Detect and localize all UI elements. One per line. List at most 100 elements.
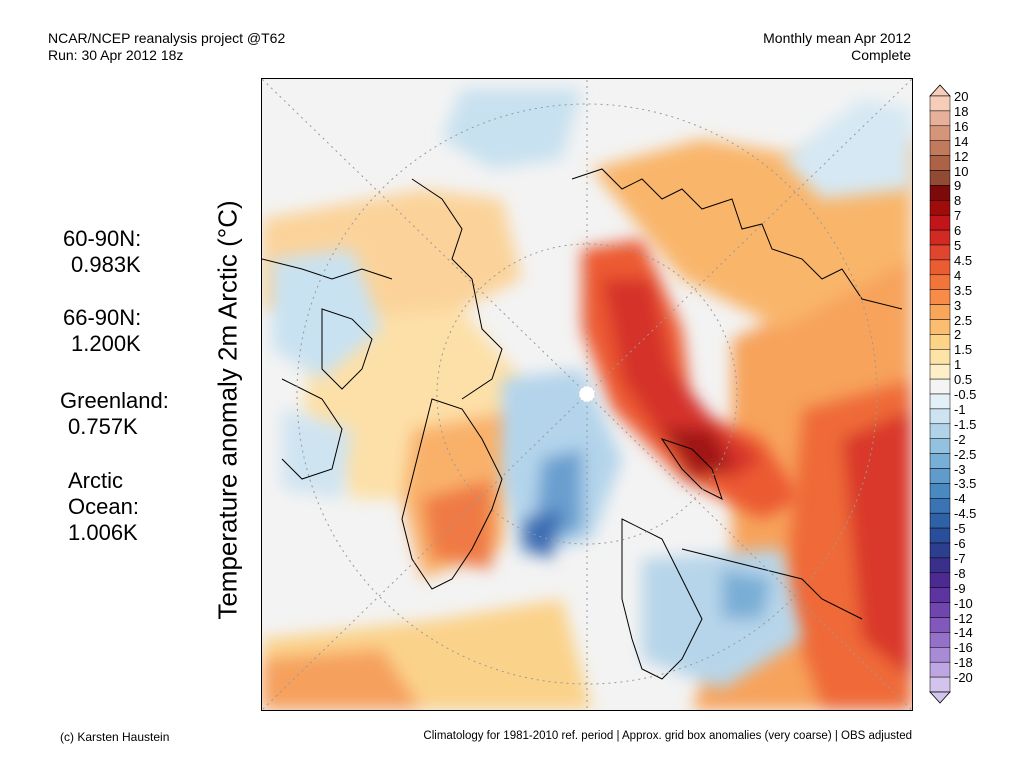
colorbar-tick-label: 4.5 (954, 252, 973, 268)
stat-60-90n: 60-90N: 0.983K (63, 226, 141, 278)
colorbar-tick-label: 6 (954, 223, 962, 239)
colorbar-swatch (929, 244, 951, 261)
colorbar-swatch (929, 95, 951, 112)
colorbar-swatch (929, 438, 951, 454)
colorbar-swatch (929, 468, 951, 484)
stat-label: Arctic (68, 468, 123, 493)
colorbar-swatch (929, 229, 951, 246)
colorbar-swatch (929, 647, 951, 663)
colorbar-swatch (929, 378, 951, 395)
colorbar-tick-label: -1 (954, 401, 966, 417)
colorbar-swatch (929, 572, 951, 588)
footnote-text: Climatology for 1981-2010 ref. period | … (423, 730, 912, 742)
colorbar-tick-label: 3.5 (954, 282, 973, 298)
colorbar-swatch (929, 304, 951, 320)
colorbar-tick-label: 1.5 (954, 342, 973, 358)
y-axis-label: Temperature anomaly 2m Arctic (°C) (212, 200, 243, 620)
stat-arctic-ocean: Arctic Ocean: 1.006K (68, 468, 139, 546)
colorbar-tick-label: -10 (954, 595, 973, 611)
colorbar-swatch (929, 483, 951, 499)
stat-value: 0.983K (71, 252, 141, 277)
colorbar-swatch (929, 527, 951, 544)
stat-label: Greenland: (60, 388, 169, 413)
colorbar-tick-label: -1.5 (954, 416, 977, 432)
period-title: Monthly mean Apr 2012 (763, 30, 911, 46)
colorbar-swatch (929, 602, 951, 618)
colorbar-tick-label: 14 (954, 133, 969, 149)
colorbar-tick-label: -6 (954, 536, 966, 551)
colorbar-tick-label: -3.5 (954, 476, 977, 492)
colorbar-swatch (929, 170, 951, 186)
colorbar-swatch (929, 349, 951, 365)
colorbar-swatch (929, 185, 951, 201)
colorbar-tick-label: -2 (954, 431, 966, 447)
colorbar-swatch (929, 453, 951, 469)
colorbar-bottom-arrow (929, 691, 951, 704)
colorbar-tick-label: -14 (954, 625, 973, 641)
stat-66-90n: 66-90N: 1.200K (63, 305, 141, 357)
colorbar-swatch (929, 125, 951, 141)
colorbar (929, 84, 951, 704)
colorbar-tick-label: 1 (954, 357, 962, 373)
colorbar-swatch (929, 498, 951, 514)
colorbar-tick-label: -9 (954, 580, 966, 596)
colorbar-swatch (929, 259, 951, 276)
stat-label: 66-90N: (63, 305, 142, 330)
colorbar-top-arrow (929, 84, 951, 97)
colorbar-tick-label: -5 (954, 521, 966, 537)
colorbar-tick-label: 5 (954, 238, 962, 253)
colorbar-swatch (929, 557, 951, 574)
colorbar-tick-label: 20 (954, 89, 969, 104)
colorbar-swatch (929, 110, 951, 127)
colorbar-tick-label: -16 (954, 640, 973, 656)
colorbar-swatch (929, 617, 951, 633)
colorbar-tick-label: -7 (954, 550, 966, 566)
colorbar-tick-label: 18 (954, 103, 969, 119)
colorbar-swatch (929, 334, 951, 350)
anomaly-map-graphic (262, 79, 912, 710)
colorbar-swatch (929, 319, 951, 335)
stat-value: 1.006K (68, 520, 138, 545)
stat-value: 1.200K (71, 331, 141, 356)
colorbar-tick-label: -12 (954, 610, 973, 626)
colorbar-tick-label: 16 (954, 118, 969, 134)
colorbar-tick-label: -4.5 (954, 506, 977, 522)
colorbar-swatch (929, 155, 951, 171)
colorbar-tick-label: -4 (954, 491, 966, 507)
colorbar-swatch (929, 200, 951, 216)
colorbar-swatch (929, 214, 951, 231)
colorbar-tick-label: 0.5 (954, 372, 973, 388)
colorbar-tick-label: -18 (954, 655, 973, 671)
colorbar-swatch (929, 632, 951, 648)
colorbar-tick-label: 3 (954, 297, 962, 313)
stat-label: Ocean: (68, 494, 139, 519)
colorbar-swatch (929, 393, 951, 410)
copyright-text: (c) Karsten Haustein (60, 730, 170, 744)
colorbar-tick-label: 2.5 (954, 312, 973, 328)
run-time: Run: 30 Apr 2012 18z (48, 47, 184, 63)
colorbar-tick-label: -3 (954, 461, 966, 477)
colorbar-tick-label: 9 (954, 178, 962, 194)
colorbar-tick-label: 7 (954, 208, 962, 224)
colorbar-swatch (929, 423, 951, 439)
header-left: NCAR/NCEP reanalysis project @T62 Run: 3… (48, 30, 285, 64)
colorbar-swatch (929, 274, 951, 290)
colorbar-swatch (929, 661, 951, 678)
colorbar-swatch (929, 363, 951, 380)
header-right: Monthly mean Apr 2012 Complete (763, 30, 911, 64)
status-text: Complete (851, 47, 911, 63)
colorbar-swatch (929, 512, 951, 529)
colorbar-tick-label: 2 (954, 327, 962, 343)
colorbar-tick-label: -8 (954, 565, 966, 581)
stat-value: 0.757K (68, 414, 138, 439)
stat-greenland: Greenland: 0.757K (60, 388, 169, 440)
colorbar-swatch (929, 140, 951, 156)
colorbar-swatch (929, 289, 951, 305)
model-title: NCAR/NCEP reanalysis project @T62 (48, 30, 286, 46)
colorbar-swatch (929, 542, 951, 559)
colorbar-tick-label: 12 (954, 148, 969, 164)
colorbar-tick-label: -0.5 (954, 387, 977, 402)
colorbar-swatch (929, 587, 951, 603)
colorbar-tick-label: -2.5 (954, 446, 977, 462)
colorbar-tick-label: 4 (954, 267, 962, 283)
